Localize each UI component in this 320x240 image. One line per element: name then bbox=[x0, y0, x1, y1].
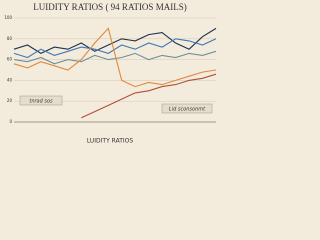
y-tick-label: 80 bbox=[7, 36, 13, 41]
series-line bbox=[13, 50, 217, 65]
background bbox=[0, 0, 220, 150]
y-tick-label: 20 bbox=[7, 98, 13, 103]
series-line bbox=[81, 73, 217, 119]
series-line bbox=[13, 38, 217, 59]
y-tick-label: 40 bbox=[7, 77, 13, 82]
annotation-box bbox=[161, 103, 213, 114]
x-axis-label: LUIDITY RATIOS bbox=[87, 138, 134, 145]
annotation: tnrad sos bbox=[29, 99, 53, 105]
chart-title: LUIDITY RATIOS ( 94 RATIOS MAILS) bbox=[33, 2, 186, 12]
chart: LUIDITY RATIOS ( 94 RATIOS MAILS) LUIDIT… bbox=[0, 0, 220, 150]
annotation: Lid sconsonmt bbox=[169, 107, 206, 113]
y-tick-label: 0 bbox=[9, 119, 12, 124]
series-line bbox=[13, 27, 217, 55]
y-tick-label: 100 bbox=[4, 15, 12, 20]
y-tick-label: 60 bbox=[7, 57, 13, 62]
annotation-box bbox=[19, 95, 63, 106]
series-line bbox=[13, 27, 217, 88]
